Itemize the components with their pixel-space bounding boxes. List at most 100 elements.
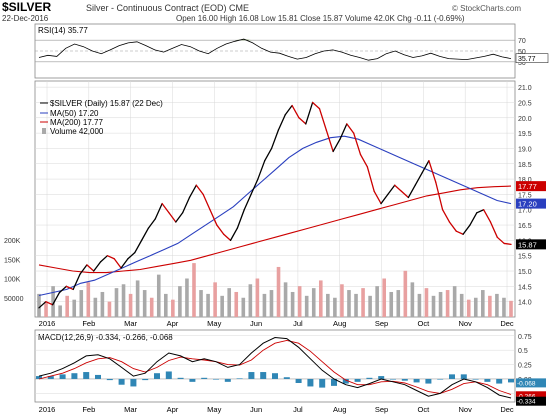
volume-bar	[51, 286, 55, 317]
volume-bar	[164, 293, 168, 317]
price-panel: 14.014.515.015.516.016.517.017.518.018.5…	[4, 80, 546, 328]
macd-title: MACD(12,26,9) -0.334, -0.266, -0.068	[38, 333, 173, 342]
macd-x-label: Nov	[459, 405, 473, 414]
price-tick-label: 17.0	[518, 208, 532, 215]
volume-bar	[389, 291, 394, 317]
price-segment	[134, 239, 143, 254]
price-segment	[441, 209, 451, 223]
price-segment	[182, 196, 191, 214]
macd-histogram-bar	[177, 377, 184, 379]
price-x-label: May	[207, 319, 221, 328]
price-segment	[482, 209, 492, 223]
price-segment	[147, 218, 156, 229]
macd-histogram-bar	[366, 377, 373, 379]
price-segment	[298, 117, 307, 125]
macd-histogram-bar	[437, 378, 444, 380]
volume-bar	[213, 282, 217, 317]
volume-bar	[361, 288, 365, 317]
macd-x-label: 2016	[39, 405, 56, 414]
price-segment	[366, 166, 375, 192]
macd-x-label: Feb	[82, 405, 95, 414]
price-value-tag-label: 15.87	[518, 240, 537, 249]
price-segment	[195, 184, 204, 196]
price-segment	[421, 160, 430, 174]
volume-bar	[58, 305, 62, 317]
price-segment	[45, 301, 54, 306]
volume-bar	[297, 286, 302, 317]
macd-histogram-bar	[260, 372, 267, 379]
price-segment	[380, 193, 389, 205]
rsi-value-tag-label: 35.77	[518, 56, 536, 63]
volume-tick-label: 150K	[4, 257, 21, 264]
volume-bar	[72, 299, 77, 317]
price-segment	[428, 160, 437, 183]
rsi-line	[38, 38, 512, 61]
volume-bar	[445, 290, 450, 317]
volume-bar	[149, 297, 154, 317]
price-segment	[223, 233, 232, 242]
volume-bar	[37, 293, 41, 317]
volume-bar	[424, 288, 429, 317]
legend-ma200: MA(200) 17.77	[50, 118, 103, 127]
price-tick-label: 20.5	[518, 100, 532, 107]
price-segment	[72, 273, 81, 291]
volume-bar	[396, 290, 401, 317]
price-segment	[168, 212, 177, 223]
price-segment	[455, 230, 464, 235]
macd-signal-line	[38, 339, 512, 395]
macd-histogram-bar	[71, 373, 78, 379]
price-segment	[407, 184, 416, 199]
volume-bar	[255, 278, 260, 317]
macd-histogram-bar	[354, 378, 361, 382]
price-segment	[79, 264, 88, 275]
price-value-tag	[516, 181, 546, 192]
price-value-tag	[516, 239, 546, 250]
price-value-tag-label: 17.77	[518, 182, 537, 191]
macd-histogram-bar	[472, 378, 479, 380]
price-x-label: Jun	[250, 319, 262, 328]
macd-value-tag	[516, 396, 546, 406]
macd-histogram-bar	[307, 378, 314, 387]
macd-histogram-bar	[59, 374, 66, 379]
date-label: 22-Dec-2016	[2, 14, 49, 23]
macd-x-label: Aug	[333, 405, 346, 414]
volume-bar	[65, 295, 69, 317]
volume-bar	[466, 299, 471, 317]
legend-ma50: MA(50) 17.20	[50, 109, 99, 118]
macd-x-label: Sep	[375, 405, 388, 414]
volume-bar	[354, 293, 358, 317]
price-segment	[332, 138, 341, 153]
volume-bar	[290, 291, 295, 317]
price-tick-label: 14.5	[518, 284, 532, 291]
price-segment	[202, 193, 211, 211]
rsi-tick-label: 70	[518, 38, 526, 45]
price-tick-label: 19.5	[518, 131, 532, 138]
volume-bar	[276, 266, 281, 317]
volume-bar	[318, 280, 323, 317]
price-segment	[387, 184, 396, 196]
volume-bar	[403, 270, 408, 317]
volume-bar	[438, 291, 443, 317]
volume-bar	[347, 290, 351, 317]
macd-x-label: Oct	[418, 405, 431, 414]
volume-bar	[502, 297, 506, 317]
price-tick-label: 15.5	[518, 254, 532, 261]
volume-tick-label: 50000	[4, 296, 24, 303]
macd-x-label: May	[207, 405, 221, 414]
price-segment	[373, 190, 382, 205]
macd-tick-label: 0.25	[518, 363, 532, 370]
price-segment	[489, 221, 498, 238]
price-segment	[462, 224, 471, 235]
macd-x-label: Apr	[167, 405, 179, 414]
volume-bar	[459, 293, 464, 317]
volume-bar	[171, 299, 175, 317]
price-segment	[113, 258, 122, 269]
price-x-label: Apr	[167, 319, 179, 328]
macd-histogram-bar	[449, 374, 455, 379]
price-tick-label: 16.5	[518, 223, 532, 230]
price-x-label: Aug	[333, 319, 346, 328]
macd-histogram-bar	[201, 377, 208, 379]
price-x-label: 2016	[39, 319, 56, 328]
price-segment	[243, 193, 252, 211]
